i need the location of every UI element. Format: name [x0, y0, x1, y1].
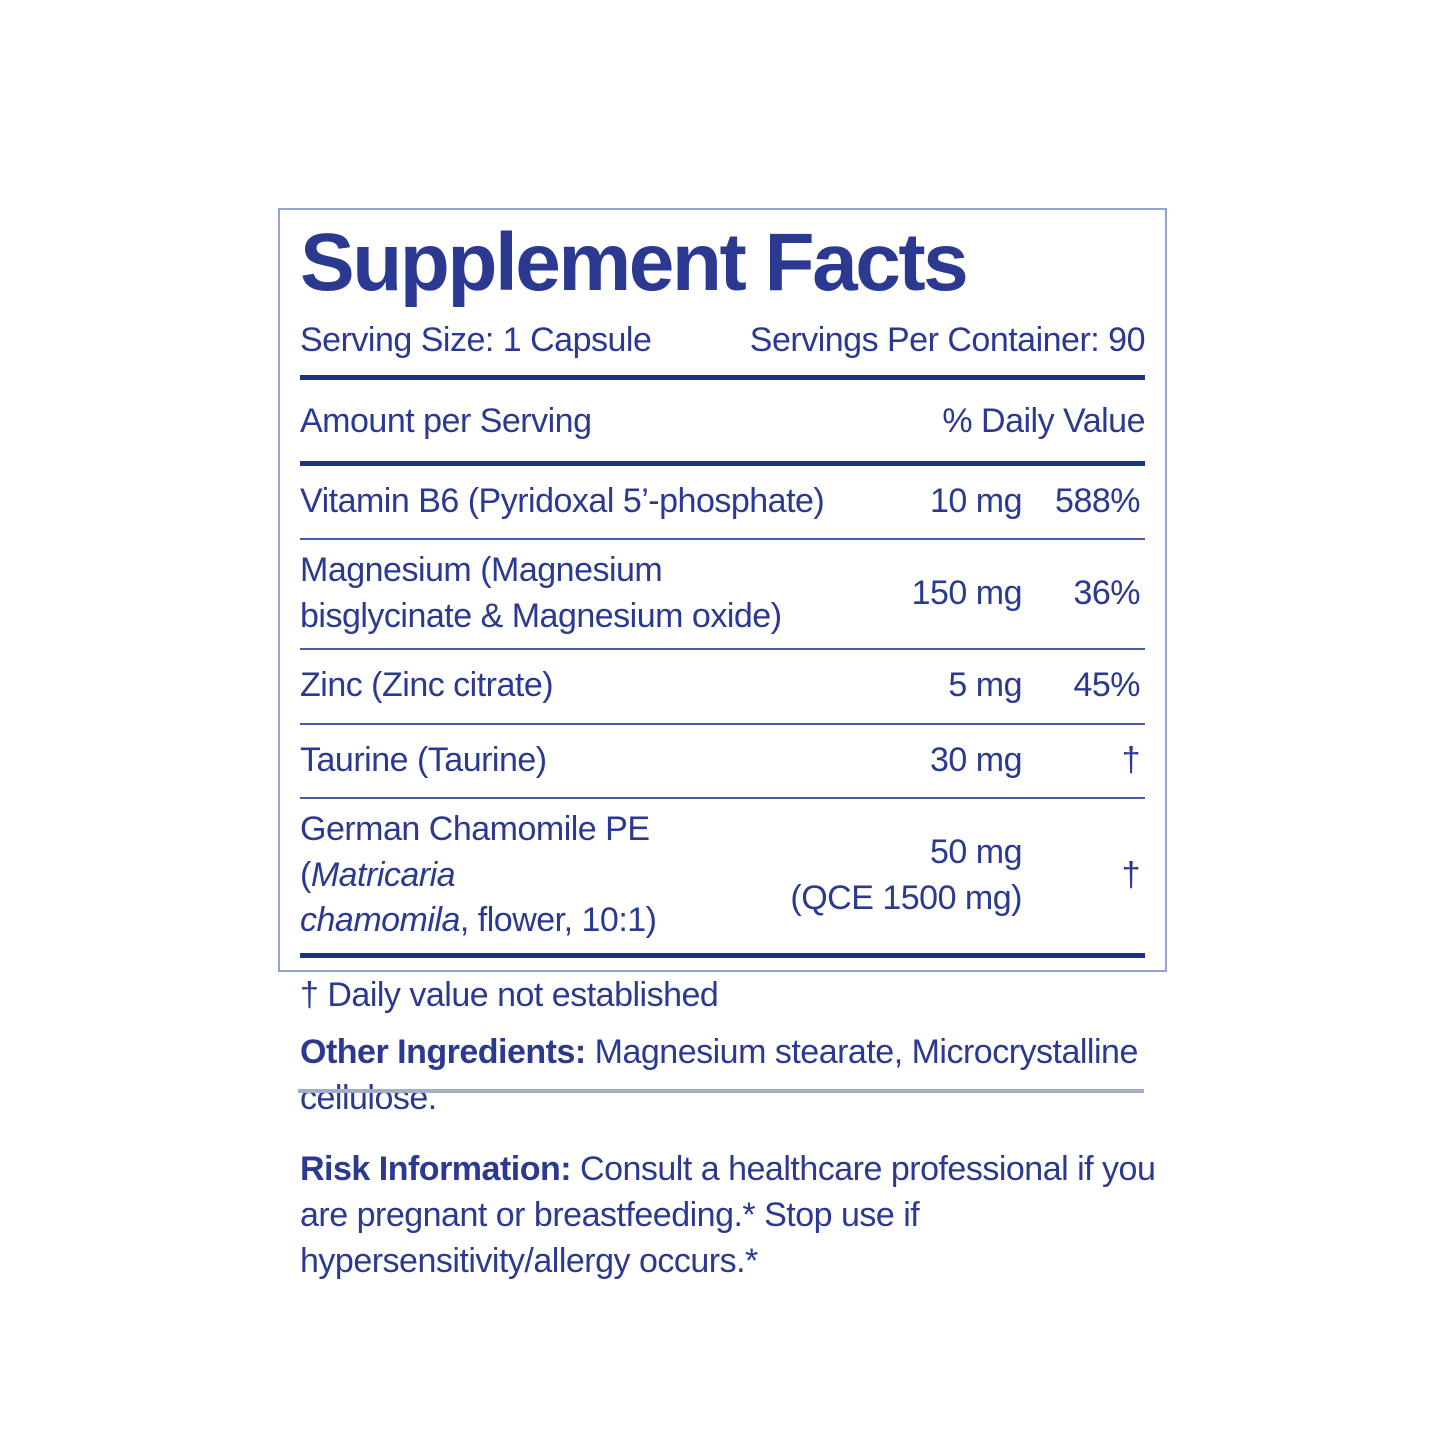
risk-information-paragraph: Risk Information: Consult a healthcare p… — [300, 1146, 1172, 1285]
ingredient-daily-value: † — [1121, 740, 1141, 779]
ingredient-amount-line2: (QCE 1500 mg) — [790, 878, 1022, 917]
servings-per-container: Servings Per Container: 90 — [749, 321, 1146, 359]
divider-thick-top — [300, 374, 1145, 380]
ingredient-name: Magnesium (Magnesium bisglycinate & Magn… — [300, 548, 837, 639]
ingredient-daily-value: 588% — [1055, 481, 1140, 520]
ingredient-amount: 10 mg — [930, 481, 1023, 520]
other-ingredients-paragraph: Other Ingredients: Magnesium stearate, M… — [300, 1029, 1172, 1121]
column-header-amount: Amount per Serving — [300, 401, 592, 440]
supplement-facts-panel: Supplement Facts Serving Size: 1 Capsule… — [278, 208, 1167, 1014]
risk-information-text: Consult a healthcare professional if you… — [300, 1150, 1156, 1281]
ingredient-name-line2: chamomila, flower, 10:1) — [300, 901, 657, 940]
ingredient-name: German Chamomile PE (Matricaria chamomil… — [300, 807, 767, 944]
ingredient-name: Zinc (Zinc citrate) — [300, 666, 554, 705]
ingredient-amount: 30 mg — [930, 740, 1023, 779]
ingredient-amount: 5 mg — [948, 666, 1022, 705]
ingredient-amount: 150 mg — [911, 573, 1023, 612]
column-header-daily-value: % Daily Value — [942, 401, 1145, 440]
ingredient-daily-value: † — [1121, 855, 1141, 894]
ingredient-row-vitamin-b6: Vitamin B6 (Pyridoxal 5’-phosphate) 10 m… — [300, 466, 1145, 541]
ingredient-daily-value: 36% — [1073, 573, 1140, 612]
ingredient-amount: 50 mg (QCE 1500 mg) — [767, 830, 1022, 921]
table-header-row: Amount per Serving % Daily Value — [300, 380, 1145, 461]
risk-information-label: Risk Information: — [300, 1150, 572, 1188]
daily-value-footnote: † Daily value not established — [300, 975, 719, 1014]
panel-title: Supplement Facts — [300, 217, 969, 308]
ingredient-amount-line1: 50 mg — [930, 833, 1023, 872]
ingredient-name-line1: German Chamomile PE (Matricaria — [300, 810, 650, 894]
ingredient-row-taurine: Taurine (Taurine) 30 mg † — [300, 725, 1145, 800]
divider-thick-bottom — [300, 952, 1145, 958]
ingredient-name: Taurine (Taurine) — [300, 740, 547, 779]
ingredient-row-magnesium: Magnesium (Magnesium bisglycinate & Magn… — [300, 540, 1145, 651]
serving-size: Serving Size: 1 Capsule — [300, 321, 652, 359]
other-ingredients-label: Other Ingredients: — [300, 1033, 586, 1071]
ingredient-name: Vitamin B6 (Pyridoxal 5’-phosphate) — [300, 481, 825, 520]
divider-thick-header — [300, 460, 1145, 466]
other-ingredients-text: Magnesium stearate, Microcrystalline cel… — [300, 1033, 1138, 1118]
ingredient-name-line2: bisglycinate & Magnesium oxide) — [300, 596, 782, 635]
section-divider — [298, 1089, 1144, 1093]
ingredient-name-line1: Magnesium (Magnesium — [300, 551, 663, 590]
ingredient-row-zinc: Zinc (Zinc citrate) 5 mg 45% — [300, 650, 1145, 725]
ingredient-row-german-chamomile: German Chamomile PE (Matricaria chamomil… — [300, 799, 1145, 953]
ingredient-daily-value: 45% — [1073, 666, 1140, 705]
serving-info-row: Serving Size: 1 Capsule Servings Per Con… — [300, 320, 1146, 361]
